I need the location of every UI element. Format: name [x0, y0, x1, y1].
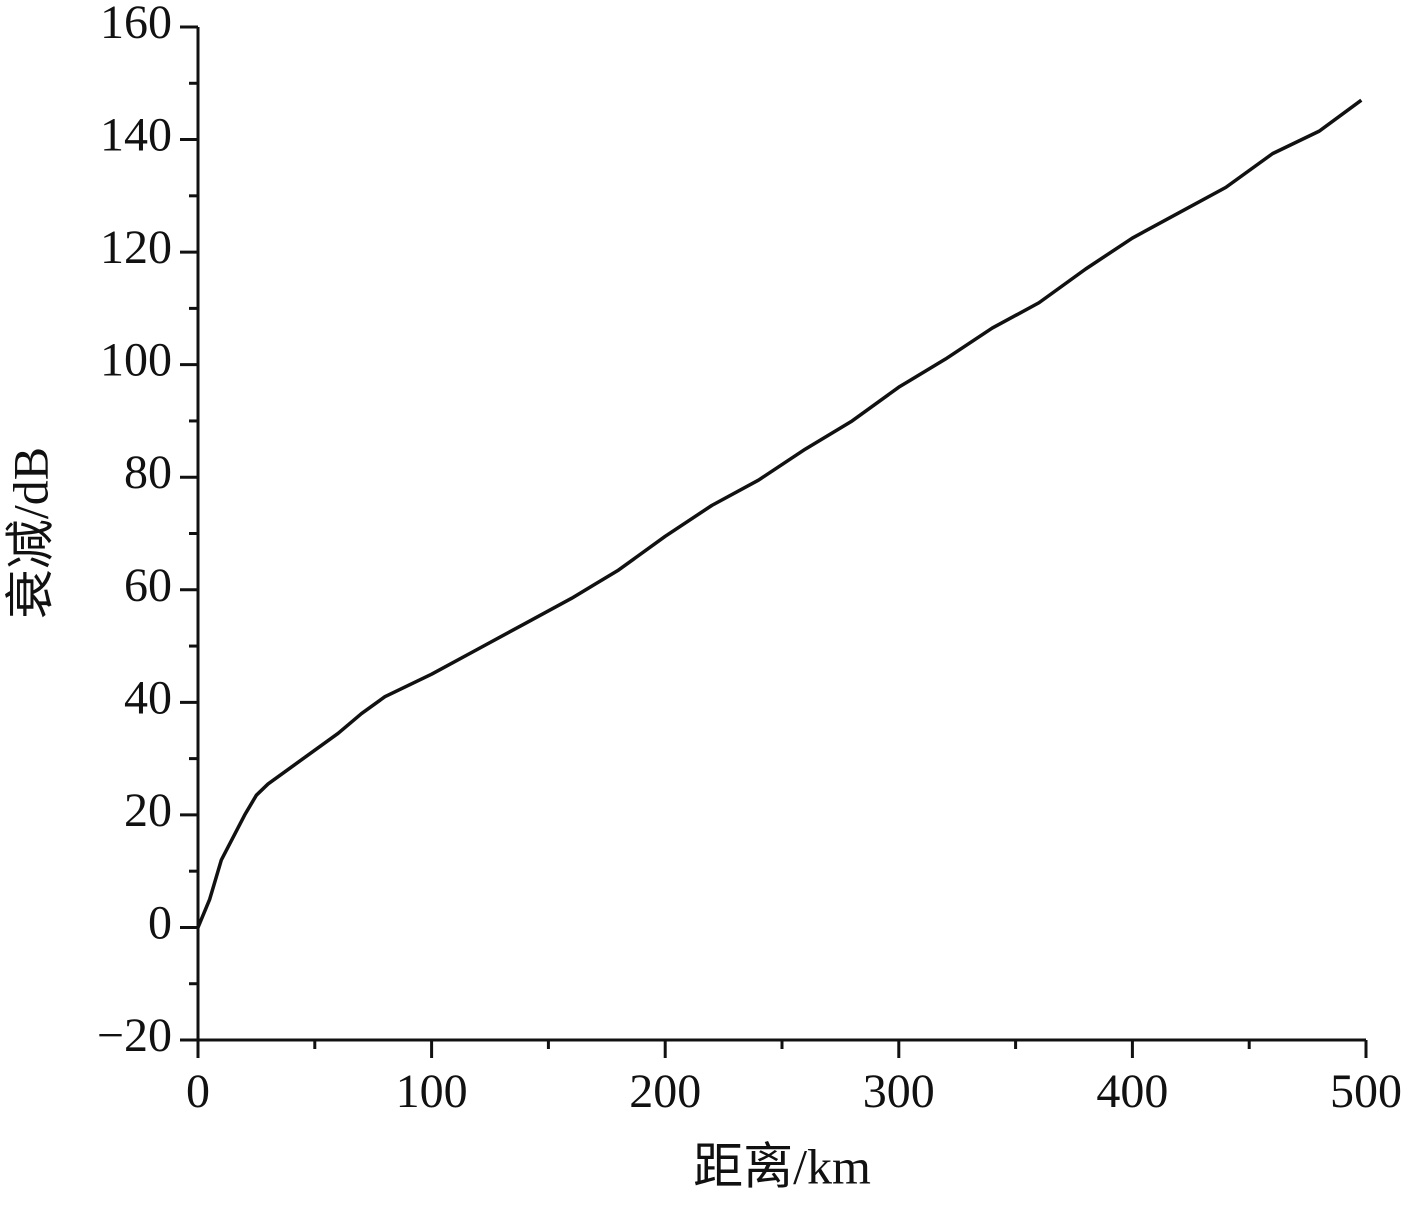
x-tick-label: 0: [186, 1065, 210, 1118]
y-tick-label: 140: [100, 109, 172, 162]
x-tick-label: 100: [396, 1065, 468, 1118]
y-tick-label: 20: [124, 784, 172, 837]
x-tick-label: 500: [1330, 1065, 1402, 1118]
x-tick-label: 300: [863, 1065, 935, 1118]
y-tick-label: 100: [100, 334, 172, 387]
y-tick-label: 0: [148, 896, 172, 949]
y-tick-label: 120: [100, 221, 172, 274]
y-tick-label: −20: [97, 1009, 172, 1062]
y-tick-label: 40: [124, 671, 172, 724]
x-tick-label: 400: [1096, 1065, 1168, 1118]
y-axis-title: 衰减/dB: [2, 447, 58, 619]
data-line: [196, 98, 1363, 929]
y-tick-label: 80: [124, 446, 172, 499]
y-tick-label: 160: [100, 0, 172, 49]
y-tick-label: 60: [124, 559, 172, 612]
x-tick-label: 200: [629, 1065, 701, 1118]
x-axis-title: 距离/km: [693, 1138, 871, 1194]
